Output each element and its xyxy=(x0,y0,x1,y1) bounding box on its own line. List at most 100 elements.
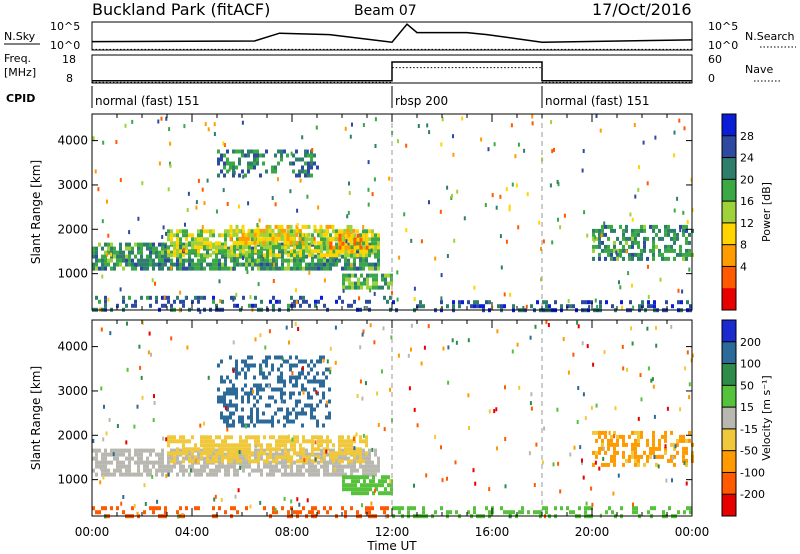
velocity-cell xyxy=(248,459,251,464)
power-cell xyxy=(217,173,220,178)
velocity-cell xyxy=(344,447,347,452)
velocity-cell xyxy=(256,387,259,392)
velocity-cell xyxy=(179,460,182,465)
velocity-cell xyxy=(682,454,685,459)
power-cell xyxy=(274,240,278,245)
velocity-cell xyxy=(342,487,345,492)
velocity-cell xyxy=(328,367,331,372)
velocity-cell xyxy=(304,387,307,392)
velocity-cell xyxy=(237,488,240,493)
velocity-cell xyxy=(643,450,646,455)
power-cell xyxy=(353,258,356,263)
power-cell xyxy=(335,246,338,251)
velocity-cell xyxy=(293,439,296,444)
velocity-cell xyxy=(182,456,185,461)
power-cell xyxy=(122,295,125,300)
velocity-cell xyxy=(572,352,575,357)
power-colorbar-tick-label: 20 xyxy=(740,173,754,186)
power-cell xyxy=(631,236,634,241)
power-cell xyxy=(232,297,235,302)
power-cell xyxy=(359,262,362,267)
velocity-cell xyxy=(122,452,125,457)
power-cell xyxy=(235,292,238,297)
velocity-cell xyxy=(113,472,116,477)
power-cell xyxy=(233,249,236,254)
velocity-cell xyxy=(212,459,215,464)
velocity-cell xyxy=(613,450,616,455)
power-cell xyxy=(271,196,274,200)
velocity-cell xyxy=(308,455,311,460)
velocity-cell xyxy=(179,451,182,456)
velocity-cell xyxy=(306,498,309,503)
velocity-cell xyxy=(357,479,360,484)
velocity-cell xyxy=(143,483,146,488)
power-cell xyxy=(232,149,235,154)
velocity-cell xyxy=(110,448,113,453)
velocity-cell xyxy=(284,435,287,440)
velocity-cell xyxy=(310,415,313,420)
velocity-cell xyxy=(604,430,607,435)
power-cell xyxy=(473,285,476,290)
power-cell xyxy=(642,140,645,145)
power-cell xyxy=(332,245,336,250)
power-cell xyxy=(116,254,119,259)
power-cell xyxy=(403,212,406,217)
velocity-cell xyxy=(602,446,605,451)
velocity-cell xyxy=(377,460,380,465)
power-cell xyxy=(673,153,676,158)
power-cell xyxy=(134,266,137,271)
power-cell xyxy=(146,295,149,300)
power-cell xyxy=(335,242,338,247)
power-cell xyxy=(173,299,176,304)
velocity-cell xyxy=(167,435,170,440)
velocity-cell xyxy=(101,506,104,511)
velocity-cell xyxy=(209,443,212,448)
power-cell xyxy=(289,161,292,166)
velocity-cell xyxy=(280,387,283,392)
power-cell xyxy=(125,254,128,259)
power-cell xyxy=(293,245,296,250)
velocity-cell xyxy=(101,456,104,461)
velocity-cell xyxy=(248,455,251,460)
power-cell xyxy=(268,236,272,241)
velocity-cell xyxy=(329,370,332,375)
noise-right-tick-top: 10^5 xyxy=(708,20,738,33)
power-cell xyxy=(242,295,245,300)
power-cell xyxy=(229,224,233,229)
velocity-cell xyxy=(116,468,119,473)
power-cell xyxy=(149,262,152,267)
power-cell xyxy=(229,165,232,170)
power-cell xyxy=(625,236,628,241)
velocity-cell xyxy=(389,479,392,484)
power-cell xyxy=(236,303,239,308)
velocity-colorbar-frame xyxy=(721,319,737,517)
velocity-cell xyxy=(242,464,245,469)
velocity-cell xyxy=(289,375,292,380)
power-cell xyxy=(320,295,323,300)
velocity-cell xyxy=(581,341,584,346)
power-cell xyxy=(160,116,163,121)
velocity-cell xyxy=(182,472,185,477)
power-cell xyxy=(113,246,116,251)
power-cell xyxy=(131,250,134,255)
power-cell xyxy=(316,165,319,170)
power-cell xyxy=(686,219,689,224)
power-cell xyxy=(176,245,179,250)
velocity-cell xyxy=(679,407,682,412)
velocity-cell xyxy=(335,460,338,465)
power-cell xyxy=(197,178,200,183)
velocity-cell xyxy=(137,460,140,465)
velocity-cell xyxy=(316,403,319,408)
power-cell xyxy=(176,241,179,246)
velocity-cell xyxy=(374,472,377,477)
velocity-cell xyxy=(92,448,95,453)
power-cell xyxy=(176,233,179,238)
velocity-cell xyxy=(113,456,116,461)
power-cell xyxy=(295,232,299,237)
velocity-cell xyxy=(296,451,299,456)
velocity-cell xyxy=(688,430,691,435)
velocity-cell xyxy=(592,450,595,455)
velocity-cell xyxy=(167,456,170,461)
power-cell xyxy=(197,295,200,300)
velocity-cell xyxy=(268,355,271,360)
